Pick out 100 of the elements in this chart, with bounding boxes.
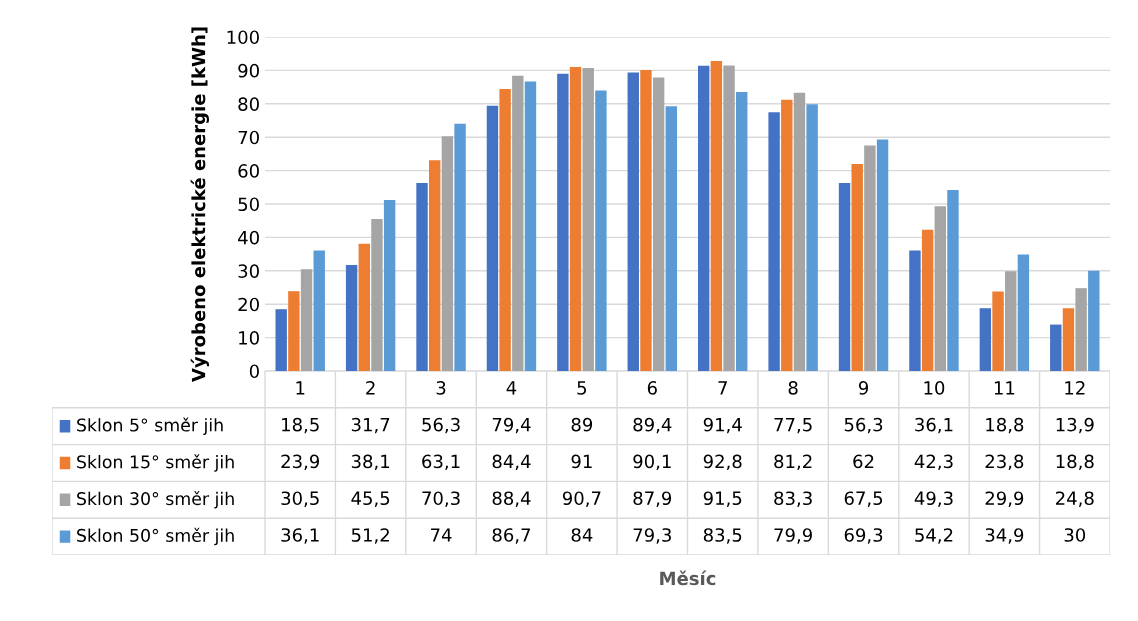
data-label: 56,3 [422, 417, 460, 434]
bar [806, 104, 818, 371]
y-tick-label: 10 [239, 331, 259, 345]
legend-label: Sklon 50° směr jih [77, 527, 234, 546]
data-label: 84,4 [492, 454, 531, 471]
bar [768, 112, 780, 371]
bar [429, 160, 441, 371]
bar [992, 291, 1004, 371]
bar [876, 139, 889, 371]
bar [1005, 271, 1017, 371]
x-tick-label: 11 [994, 381, 1015, 395]
data-label: 36,1 [915, 417, 953, 434]
legend-label: Sklon 5° směr jih [77, 417, 223, 435]
bar [300, 269, 313, 371]
y-tick-label: 50 [238, 197, 259, 212]
data-label: 18,8 [1056, 454, 1094, 471]
bar [640, 70, 652, 371]
y-axis-title: Výrobeno elektrické energie [kWh] [190, 27, 210, 382]
data-label: 69,3 [844, 528, 883, 544]
bar [595, 90, 607, 371]
y-tick-label: 80 [238, 97, 259, 111]
bar [838, 182, 851, 371]
data-label: 91,5 [703, 491, 742, 507]
bar [512, 75, 524, 371]
y-tick-label: 70 [238, 130, 259, 145]
data-label: 18,8 [986, 417, 1024, 434]
y-tick-label: 40 [238, 230, 259, 245]
data-label: 42,3 [914, 454, 953, 471]
data-label: 30 [1064, 528, 1086, 542]
data-label: 30,5 [281, 491, 319, 507]
bar [652, 77, 665, 371]
bar [697, 65, 710, 371]
bar [864, 145, 876, 371]
text: Měsíc [660, 570, 716, 586]
bar [723, 65, 735, 371]
x-tick-label: 10 [924, 381, 945, 395]
data-label: 88,4 [492, 491, 531, 507]
bar [582, 68, 594, 371]
data-label: 81,2 [774, 454, 812, 471]
bar [345, 265, 358, 371]
data-label: 83,5 [703, 528, 742, 544]
data-label: 18,5 [282, 417, 319, 434]
bar [371, 219, 383, 371]
bar [947, 189, 959, 371]
data-label: 54,2 [915, 528, 953, 544]
bar [781, 99, 793, 371]
x-tick-label: 8 [788, 381, 798, 395]
bar [416, 182, 428, 371]
data-label: 29,9 [985, 491, 1024, 507]
data-label: 89 [571, 417, 593, 432]
data-label: 13,9 [1056, 417, 1094, 434]
bar [358, 243, 370, 371]
bar [1017, 254, 1030, 371]
data-label: 92,8 [703, 454, 742, 471]
bar [851, 163, 863, 371]
x-tick-label: 2 [366, 381, 375, 395]
data-label: 34,9 [985, 528, 1024, 544]
data-label: 90,7 [562, 491, 601, 507]
data-label: 24,8 [1056, 491, 1094, 507]
data-label: 31,7 [351, 417, 390, 434]
data-label: 23,9 [281, 454, 320, 471]
bar [1075, 288, 1087, 371]
bar [499, 89, 511, 371]
x-tick-label: 1 [296, 381, 305, 395]
bar [1088, 270, 1100, 371]
x-tick-label: 9 [858, 381, 869, 395]
bar [383, 199, 396, 371]
x-tick-label: 6 [647, 381, 657, 395]
data-label: 90,1 [633, 454, 671, 471]
data-label: 62 [853, 454, 874, 469]
legend-label: Sklon 30° směr jih [77, 491, 234, 509]
y-tick-label: 20 [238, 297, 259, 312]
data-label: 36,1 [281, 528, 319, 544]
bar [441, 136, 454, 371]
data-label: 45,5 [351, 491, 390, 507]
data-label: 23,8 [985, 454, 1024, 471]
x-tick-label: 3 [436, 381, 446, 395]
bar [921, 229, 934, 371]
data-label: 49,3 [914, 491, 953, 507]
bar [288, 291, 300, 371]
data-label: 87,9 [633, 491, 672, 507]
x-tick-label: 4 [506, 381, 517, 395]
bar [934, 206, 946, 371]
legend-label: Sklon 15° směr jih [77, 454, 234, 472]
data-label: 89,4 [633, 417, 672, 434]
data-label: 86,7 [492, 528, 531, 544]
data-label: 79,9 [774, 528, 812, 544]
bar [1050, 324, 1062, 371]
bar [736, 92, 748, 371]
bar [524, 81, 537, 371]
y-tick-label: 90 [238, 63, 259, 78]
data-label: 91,4 [703, 417, 742, 434]
data-label: 79,4 [492, 417, 531, 434]
x-tick-label: 7 [718, 381, 727, 395]
x-tick-label: 5 [577, 381, 587, 395]
bar [275, 309, 287, 371]
bar [557, 73, 569, 371]
bar [793, 92, 806, 371]
data-label: 56,3 [844, 417, 883, 434]
bar [486, 105, 499, 371]
